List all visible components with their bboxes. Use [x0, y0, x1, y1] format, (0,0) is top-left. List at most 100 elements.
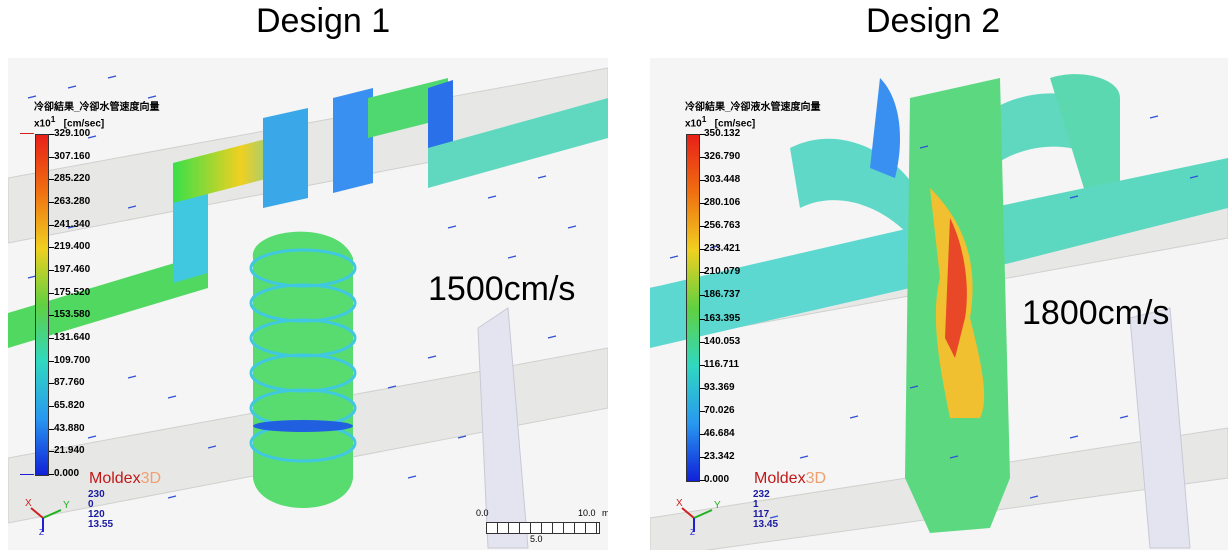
- colorbar-tick-label: 329.100: [54, 128, 91, 139]
- colorbar-tick-label: 140.053: [704, 335, 741, 347]
- view-num: 0: [88, 499, 94, 510]
- colorbar-tick-mark: [49, 156, 54, 158]
- colorbar-tick-label: 87.760: [54, 377, 85, 389]
- colorbar-tick-mark: [700, 226, 705, 228]
- colorbar-tick-mark: [700, 295, 705, 297]
- colorbar-tick-mark: [49, 315, 54, 317]
- scale-start: 0.0: [476, 508, 489, 518]
- colorbar-tick-label: 175.520: [54, 286, 91, 298]
- brand-main: Moldex: [89, 470, 141, 487]
- unit-exponent: 1: [50, 114, 56, 124]
- colorbar-tick-mark: [700, 456, 705, 458]
- view-num: 117: [753, 509, 770, 520]
- colorbar-tick-label: 163.395: [704, 312, 741, 324]
- view-num: 1: [753, 499, 759, 510]
- colorbar-tick-mark: [700, 341, 705, 343]
- colorbar-tick-label: 307.160: [54, 150, 91, 162]
- max-marker-arrow: [20, 133, 34, 134]
- colorbar-tick-label: 21.940: [54, 445, 85, 457]
- design-2-flow-render: [650, 74, 1228, 550]
- colorbar-tick-mark: [49, 428, 54, 430]
- colorbar-tick-label: 303.448: [704, 174, 741, 186]
- moldex3d-logo: Moldex3D: [89, 470, 161, 488]
- colorbar-tick-mark: [49, 360, 54, 362]
- scale-mid: 5.0: [530, 534, 543, 544]
- colorbar-tick-label: 65.820: [54, 400, 85, 411]
- colorbar-tick-label: 0.000: [704, 474, 730, 485]
- unit-exponent: 1: [701, 114, 707, 124]
- axis-triad-icon: X Y Z: [676, 498, 721, 535]
- colorbar-tick-mark: [49, 383, 54, 385]
- scale-bar: [486, 522, 600, 534]
- colorbar-tick-mark: [49, 247, 54, 249]
- scale-end: 10.0: [578, 508, 596, 518]
- view-num: 120: [88, 509, 105, 520]
- color-scale-bar: [686, 134, 700, 482]
- view-num: 230: [88, 489, 105, 500]
- colorbar-tick-label: 210.079: [704, 266, 741, 278]
- colorbar-tick-label: 46.684: [704, 427, 735, 439]
- colorbar-tick-label: 326.790: [704, 151, 741, 163]
- view-num: 232: [753, 489, 770, 500]
- colorbar-tick-mark: [700, 410, 705, 412]
- unit-prefix: x10: [685, 118, 702, 130]
- colorbar-tick-mark: [49, 451, 54, 453]
- result-header: 冷卻結果_冷卻水管速度向量: [34, 102, 160, 113]
- svg-text:Y: Y: [63, 500, 70, 511]
- design-1-title: Design 1: [256, 2, 391, 40]
- colorbar-tick-label: 186.737: [704, 289, 741, 301]
- colorbar-tick-label: 116.711: [704, 358, 740, 370]
- unit-prefix: x10: [34, 118, 51, 130]
- colorbar-tick-mark: [49, 202, 54, 203]
- unit-text: [cm/sec]: [714, 118, 756, 130]
- colorbar-tick-mark: [49, 474, 54, 475]
- colorbar-tick-mark: [49, 338, 54, 339]
- svg-text:Y: Y: [714, 500, 721, 511]
- view-parameters: 230 0 120 13.55: [88, 490, 113, 530]
- colorbar-tick-mark: [700, 480, 705, 481]
- colorbar-tick-label: 233.421: [704, 243, 741, 255]
- svg-text:X: X: [676, 498, 683, 509]
- brand-suffix: 3D: [805, 470, 827, 487]
- svg-text:X: X: [25, 498, 32, 509]
- axis-triad-icon: X Y Z: [25, 498, 70, 535]
- design-1-flow-render: [8, 67, 608, 549]
- colorbar-tick-mark: [700, 134, 705, 135]
- colorbar-tick-mark: [700, 157, 705, 159]
- colorbar-tick-mark: [700, 318, 705, 320]
- color-scale-bar: [35, 134, 49, 476]
- view-parameters: 232 1 117 13.45: [753, 490, 778, 530]
- speed-annotation: 1800cm/s: [1022, 294, 1170, 332]
- colorbar-tick-mark: [700, 272, 705, 274]
- colorbar-tick-label: 263.280: [54, 196, 91, 207]
- design-2-title: Design 2: [866, 2, 1001, 40]
- unit-label: x101 [cm/sec]: [34, 114, 104, 129]
- moldex3d-logo: Moldex3D: [754, 470, 826, 488]
- colorbar-tick-label: 109.700: [54, 354, 91, 366]
- colorbar-tick-mark: [700, 180, 705, 182]
- colorbar-tick-label: 350.132: [704, 128, 741, 139]
- colorbar-tick-label: 131.640: [54, 332, 91, 343]
- colorbar-tick-label: 93.369: [704, 381, 735, 393]
- colorbar-tick-mark: [49, 179, 54, 181]
- speed-annotation: 1500cm/s: [428, 270, 576, 308]
- svg-text:Z: Z: [690, 528, 695, 535]
- colorbar-tick-mark: [700, 387, 705, 389]
- colorbar-tick-label: 43.880: [54, 422, 85, 434]
- colorbar-tick-label: 256.763: [704, 220, 741, 232]
- design-2-panel: 冷卻結果_冷卻液水管速度向量 x101 [cm/sec] 350.132 326.…: [650, 58, 1228, 550]
- unit-label: x101 [cm/sec]: [685, 114, 755, 129]
- min-marker-arrow: [20, 474, 34, 475]
- colorbar-tick-label: 197.460: [54, 264, 91, 275]
- colorbar-tick-label: 219.400: [54, 241, 91, 253]
- colorbar-tick-mark: [49, 134, 54, 135]
- colorbar-tick-mark: [700, 203, 705, 205]
- colorbar-tick-mark: [49, 406, 54, 407]
- colorbar-tick-mark: [49, 270, 54, 271]
- design-1-panel: 冷卻結果_冷卻水管速度向量 x101 [cm/sec] 329.100 307.1…: [8, 58, 608, 550]
- svg-text:Z: Z: [39, 528, 44, 535]
- brand-suffix: 3D: [140, 470, 162, 487]
- colorbar-tick-mark: [49, 224, 54, 226]
- result-header: 冷卻結果_冷卻液水管速度向量: [685, 102, 821, 113]
- colorbar-tick-label: 285.220: [54, 173, 91, 185]
